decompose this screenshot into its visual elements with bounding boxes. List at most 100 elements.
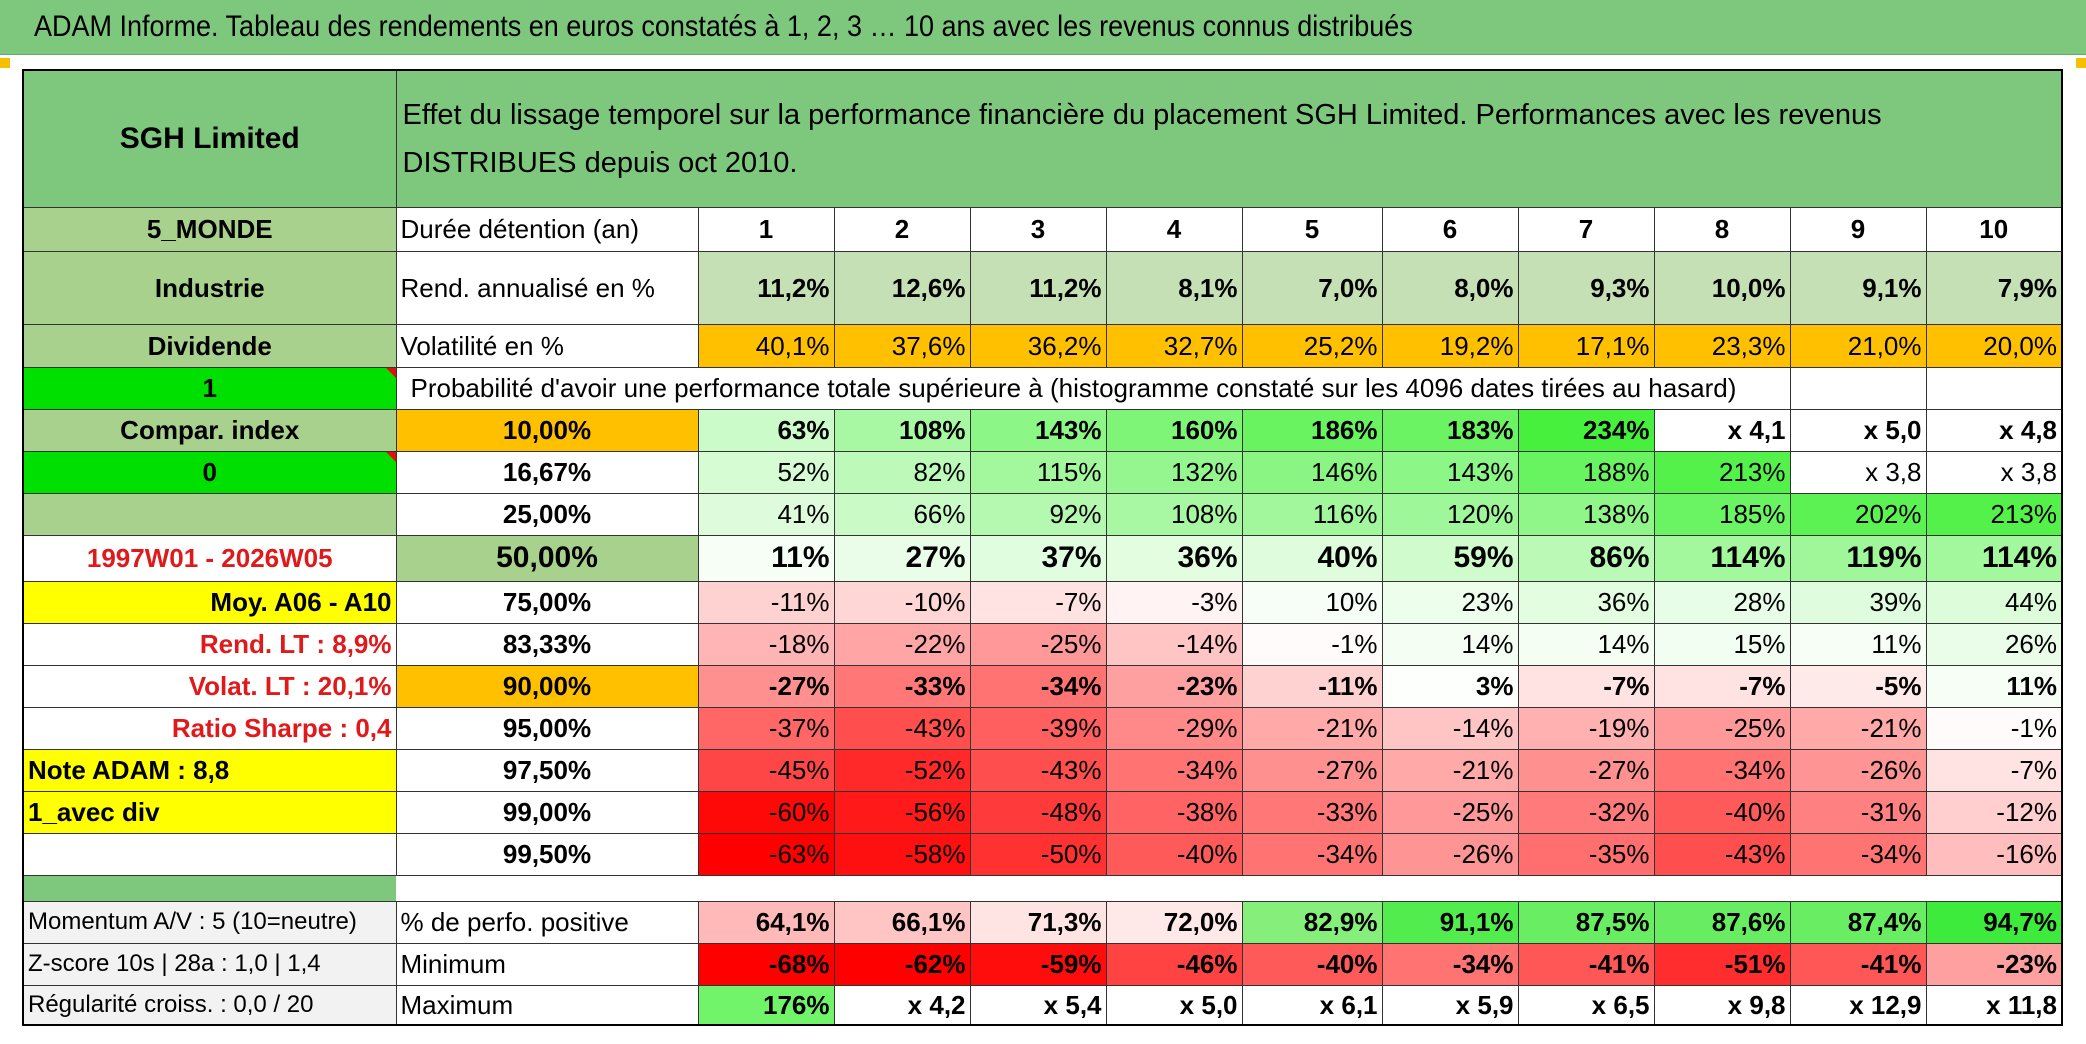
duration-cell: 9 bbox=[1789, 206, 1927, 252]
proba-value-cell: -19% bbox=[1517, 706, 1655, 750]
proba-value-cell: -40% bbox=[1653, 790, 1791, 834]
proba-value-cell: x 4,1 bbox=[1653, 408, 1791, 452]
rend-cell: 7,0% bbox=[1241, 250, 1383, 325]
threshold-cell: 50,00% bbox=[395, 534, 699, 582]
proba-value-cell: 37% bbox=[969, 534, 1107, 582]
pct-positive-cell: 94,7% bbox=[1925, 900, 2063, 944]
proba-value-cell: -40% bbox=[1105, 832, 1243, 876]
proba-value-cell: -21% bbox=[1241, 706, 1383, 750]
volat-lt-label: Volat. LT : 20,1% bbox=[22, 664, 397, 708]
empty-cell bbox=[1789, 366, 1927, 410]
rend-label: Rend. annualisé en % bbox=[395, 250, 699, 325]
proba-value-cell: -34% bbox=[1653, 748, 1791, 792]
proba-value-cell: 115% bbox=[969, 450, 1107, 494]
proba-value-cell: 108% bbox=[1105, 492, 1243, 536]
proba-value-cell: -3% bbox=[1105, 580, 1243, 624]
proba-value-cell: 146% bbox=[1241, 450, 1383, 494]
duration-cell: 8 bbox=[1653, 206, 1791, 252]
proba-value-cell: -50% bbox=[969, 832, 1107, 876]
duration-cell: 5 bbox=[1241, 206, 1383, 252]
maximum-cell: x 5,0 bbox=[1105, 984, 1243, 1026]
proba-value-cell: 116% bbox=[1241, 492, 1383, 536]
proba-value-cell: 185% bbox=[1653, 492, 1791, 536]
proba-value-cell: -26% bbox=[1381, 832, 1519, 876]
proba-value-cell: -45% bbox=[697, 748, 835, 792]
pct-positive-cell: 87,4% bbox=[1789, 900, 1927, 944]
proba-value-cell: 183% bbox=[1381, 408, 1519, 452]
proba-value-cell: -60% bbox=[697, 790, 835, 834]
proba-value-cell: 114% bbox=[1925, 534, 2063, 582]
rend-cell: 9,3% bbox=[1517, 250, 1655, 325]
proba-value-cell: -43% bbox=[833, 706, 971, 750]
proba-value-cell: 59% bbox=[1381, 534, 1519, 582]
maximum-cell: x 11,8 bbox=[1925, 984, 2063, 1026]
rend-lt-label: Rend. LT : 8,9% bbox=[22, 622, 397, 666]
proba-row: Moy. A06 - A10 75,00% -11% -10% -7% -3% 10% 23%… bbox=[22, 580, 2063, 624]
corner-marker-top-left bbox=[0, 58, 10, 68]
proba-value-cell: -43% bbox=[1653, 832, 1791, 876]
threshold-cell: 75,00% bbox=[395, 580, 699, 624]
proba-row: 1_avec div 99,00% -60% -56% -48% -38% -33% -25%… bbox=[22, 790, 2063, 834]
proba-value-cell: -5% bbox=[1789, 664, 1927, 708]
note-adam-label: Note ADAM : 8,8 bbox=[22, 748, 397, 792]
maximum-cell: x 12,9 bbox=[1789, 984, 1927, 1026]
proba-value-cell: 160% bbox=[1105, 408, 1243, 452]
proba-value-cell: 28% bbox=[1653, 580, 1791, 624]
proba-value-cell: 23% bbox=[1381, 580, 1519, 624]
volat-cell: 23,3% bbox=[1653, 323, 1791, 368]
duration-cell: 2 bbox=[833, 206, 971, 252]
proba-value-cell: 14% bbox=[1381, 622, 1519, 666]
proba-value-cell: 119% bbox=[1789, 534, 1927, 582]
maximum-cell: x 9,8 bbox=[1653, 984, 1791, 1026]
proba-value-cell: -58% bbox=[833, 832, 971, 876]
minimum-cell: -51% bbox=[1653, 942, 1791, 986]
proba-value-cell: -29% bbox=[1105, 706, 1243, 750]
duration-cell: 7 bbox=[1517, 206, 1655, 252]
report-title: ADAM Informe. Tableau des rendements en … bbox=[34, 10, 1413, 43]
proba-value-cell: 52% bbox=[697, 450, 835, 494]
sector-label: Industrie bbox=[22, 250, 397, 325]
proba-value-cell: -16% bbox=[1925, 832, 2063, 876]
empty-cell bbox=[1925, 366, 2063, 410]
proba-value-cell: 138% bbox=[1517, 492, 1655, 536]
spacer-cell bbox=[396, 874, 2062, 902]
rend-cell: 11,2% bbox=[969, 250, 1107, 325]
volat-cell: 21,0% bbox=[1789, 323, 1927, 368]
proba-value-cell: 39% bbox=[1789, 580, 1927, 624]
option-one-cell: 1 bbox=[22, 366, 397, 410]
proba-row: Volat. LT : 20,1% 90,00% -27% -33% -34% -23% -… bbox=[22, 664, 2063, 708]
minimum-cell: -34% bbox=[1381, 942, 1519, 986]
proba-value-cell: -52% bbox=[833, 748, 971, 792]
proba-value-cell: 44% bbox=[1925, 580, 2063, 624]
duration-cell: 6 bbox=[1381, 206, 1519, 252]
moy-label: Moy. A06 - A10 bbox=[22, 580, 397, 624]
proba-value-cell: -39% bbox=[969, 706, 1107, 750]
maximum-cell: x 6,5 bbox=[1517, 984, 1655, 1026]
minimum-cell: -59% bbox=[969, 942, 1107, 986]
proba-value-cell: 213% bbox=[1653, 450, 1791, 494]
proba-value-cell: 143% bbox=[1381, 450, 1519, 494]
volat-cell: 20,0% bbox=[1925, 323, 2063, 368]
proba-value-cell: -31% bbox=[1789, 790, 1927, 834]
proba-row: 25,00% 41% 66% 92% 108% 116% 120% 138% 185% 202% 2… bbox=[22, 492, 2063, 536]
sharpe-label: Ratio Sharpe : 0,4 bbox=[22, 706, 397, 750]
pct-positive-cell: 66,1% bbox=[833, 900, 971, 944]
proba-value-cell: -38% bbox=[1105, 790, 1243, 834]
threshold-cell: 83,33% bbox=[395, 622, 699, 666]
proba-value-cell: -63% bbox=[697, 832, 835, 876]
proba-value-cell: -14% bbox=[1105, 622, 1243, 666]
maximum-cell: 176% bbox=[697, 984, 835, 1026]
proba-value-cell: 213% bbox=[1925, 492, 2063, 536]
proba-value-cell: -21% bbox=[1381, 748, 1519, 792]
proba-value-cell: -25% bbox=[1381, 790, 1519, 834]
proba-value-cell: -33% bbox=[833, 664, 971, 708]
proba-value-cell: -14% bbox=[1381, 706, 1519, 750]
proba-row: 99,50% -63% -58% -50% -40% -34% -26% -35% -43% -3… bbox=[22, 832, 2063, 876]
proba-value-cell: 15% bbox=[1653, 622, 1791, 666]
threshold-cell: 95,00% bbox=[395, 706, 699, 750]
proba-value-cell: -21% bbox=[1789, 706, 1927, 750]
proba-row: Note ADAM : 8,8 97,50% -45% -52% -43% -34% -27… bbox=[22, 748, 2063, 792]
zone-label: 5_MONDE bbox=[22, 206, 397, 252]
proba-label: Probabilité d'avoir une performance tota… bbox=[395, 366, 1790, 410]
maximum-cell: x 4,2 bbox=[833, 984, 971, 1026]
